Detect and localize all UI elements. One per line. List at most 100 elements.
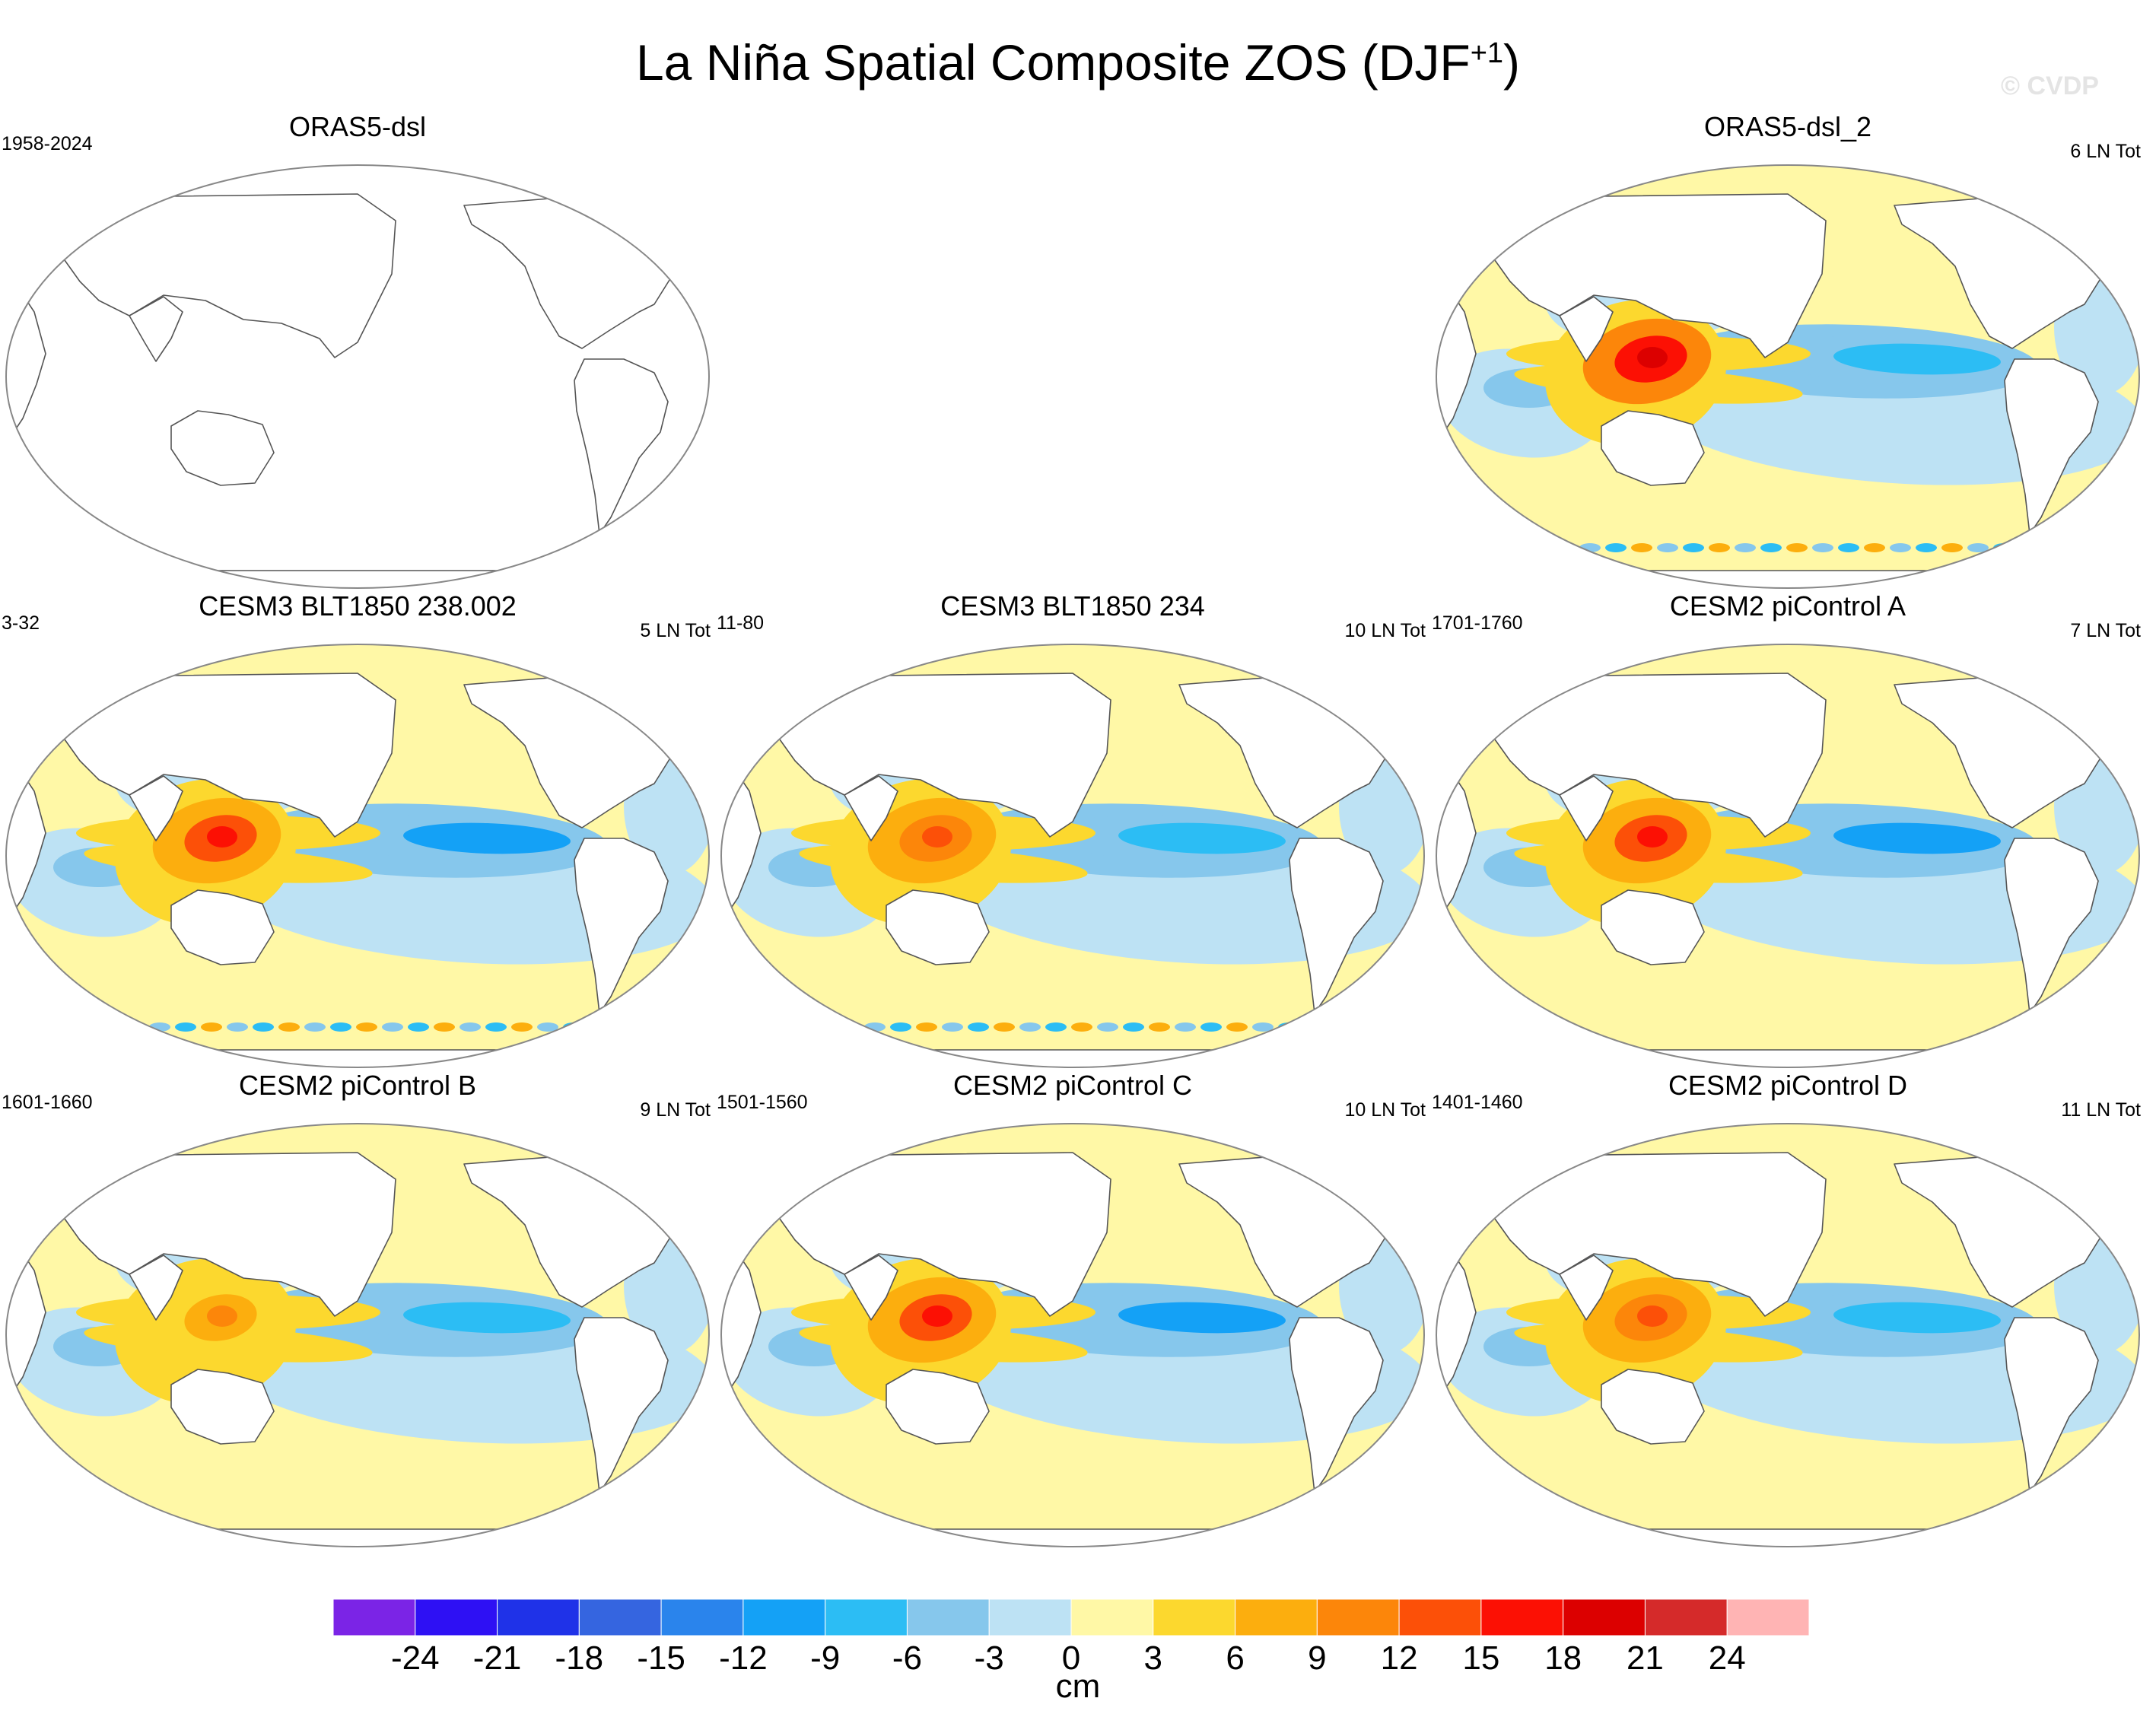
southern-ocean-eddy	[72, 1022, 93, 1032]
southern-ocean-eddy	[278, 1022, 300, 1032]
robinson-map	[5, 644, 710, 1068]
asia-landmass	[1468, 673, 1827, 838]
greenland-landmass	[2053, 644, 2119, 687]
panel-title: CESM2 piControl C	[952, 1070, 1193, 1101]
colorbar-tick-label: -6	[892, 1639, 922, 1677]
india-landmass	[1559, 1255, 1614, 1321]
map-outline	[5, 644, 710, 1068]
panel-title: CESM2 piControl B	[238, 1070, 477, 1101]
colorbar-swatch	[415, 1598, 498, 1636]
southern-ocean-eddy	[1786, 543, 1808, 552]
southern-ocean-eddy	[589, 1022, 610, 1032]
warm-pool-peak	[207, 1305, 237, 1327]
asia-landmass	[1468, 1152, 1827, 1317]
southern-ocean-eddy	[1890, 543, 1911, 552]
colorbar-swatch	[1398, 1598, 1482, 1636]
southern-ocean-eddy	[46, 1022, 67, 1032]
southern-ocean-eddy	[1304, 1022, 1325, 1032]
southern-ocean-eddy	[1812, 543, 1833, 552]
southern-ocean-eddy	[1916, 543, 1937, 552]
colorbar-swatch	[906, 1598, 990, 1636]
warm-pool-peak	[922, 826, 952, 848]
east-pacific-cold-core	[1833, 1302, 2001, 1334]
colorbar-swatch	[497, 1598, 580, 1636]
southern-ocean-eddy	[1605, 543, 1627, 552]
robinson-map	[720, 644, 1425, 1068]
southern-ocean-eddy	[942, 1022, 963, 1032]
asia-landmass	[752, 673, 1111, 838]
colorbar-tick-label: -18	[555, 1639, 604, 1677]
panel-title: CESM2 piControl A	[1669, 590, 1906, 622]
greenland-landmass	[1338, 1124, 1404, 1166]
colorbar-swatch	[1644, 1598, 1728, 1636]
colorbar-tick-label: 24	[1709, 1639, 1746, 1677]
colorbar-swatch	[743, 1598, 826, 1636]
colorbar-tick-label: -15	[637, 1639, 685, 1677]
southern-ocean-eddy	[1657, 543, 1678, 552]
robinson-map	[5, 1123, 710, 1547]
panel-event-count-label: 9 LN Tot	[640, 1099, 711, 1121]
east-pacific-cold-core	[1118, 1302, 1286, 1334]
colorbar-swatch	[1726, 1598, 1810, 1636]
southern-ocean-eddy	[994, 1022, 1015, 1032]
southern-ocean-eddy	[382, 1022, 403, 1032]
colorbar-swatch	[1480, 1598, 1564, 1636]
southern-ocean-eddy	[1450, 543, 1471, 552]
southern-ocean-eddy	[1226, 1022, 1248, 1032]
southern-ocean-eddy	[537, 1022, 558, 1032]
greenland-landmass	[623, 165, 689, 208]
south-america-landmass	[574, 1317, 669, 1493]
southern-ocean-eddy	[1941, 543, 1963, 552]
colorbar-units: cm	[1055, 1668, 1101, 1705]
map-panel: CESM3 BLT1850 234 11-80 10 LN Tot	[715, 591, 1430, 1068]
robinson-map	[1436, 644, 2140, 1068]
southern-ocean-eddy	[97, 1022, 119, 1032]
panel-title: ORAS5-dsl_2	[1703, 111, 1872, 142]
southern-ocean-eddy	[2097, 543, 2118, 552]
southern-ocean-eddy	[1760, 543, 1782, 552]
east-pacific-cold-core	[1833, 343, 2001, 375]
southern-ocean-eddy	[253, 1022, 274, 1032]
southern-ocean-eddy	[1149, 1022, 1170, 1032]
southern-ocean-eddy	[1356, 1022, 1377, 1032]
panel-title: CESM3 BLT1850 234	[940, 590, 1205, 622]
southern-ocean-eddy	[175, 1022, 196, 1032]
map-outline	[720, 1123, 1425, 1547]
india-landmass	[129, 296, 183, 362]
southern-ocean-eddy	[1175, 1022, 1196, 1032]
panel-years-label: 1501-1560	[717, 1092, 808, 1113]
panel-event-count-label: 7 LN Tot	[2070, 620, 2141, 641]
colorbar-swatch	[1070, 1598, 1154, 1636]
colorbar-swatch	[332, 1598, 416, 1636]
southern-ocean-eddy	[20, 1022, 41, 1032]
antarctica-landmass	[721, 1528, 1424, 1547]
colorbar-tick-label: 12	[1381, 1639, 1418, 1677]
panel-years-label: 1958-2024	[2, 133, 93, 154]
greenland-landmass	[623, 1124, 689, 1166]
southern-ocean-eddy	[838, 1022, 860, 1032]
southern-ocean-eddy	[511, 1022, 533, 1032]
colorbar-swatch	[578, 1598, 662, 1636]
southern-ocean-eddy	[2045, 543, 2066, 552]
colorbar-tick-label: 9	[1308, 1639, 1326, 1677]
south-america-landmass	[574, 358, 669, 535]
warm-pool-peak	[207, 826, 237, 848]
southern-ocean-eddy	[1709, 543, 1730, 552]
southern-ocean-eddy	[1967, 543, 1989, 552]
colorbar-svg: -24 -21 -18 -15 -12 -9 -6 -3 0 3 6 9 12 15 18 21 24	[332, 1598, 1810, 1677]
south-america-landmass	[1289, 1317, 1384, 1493]
southern-ocean-eddy	[485, 1022, 507, 1032]
colorbar-tick-label: 15	[1462, 1639, 1499, 1677]
southern-ocean-eddy	[1631, 543, 1652, 552]
east-pacific-cold-core	[1118, 822, 1286, 854]
southern-ocean-eddy	[761, 1022, 782, 1032]
asia-landmass	[37, 1152, 396, 1317]
southern-ocean-eddy	[563, 1022, 584, 1032]
east-pacific-cold-core	[403, 822, 571, 854]
southern-ocean-eddy	[227, 1022, 248, 1032]
southern-ocean-eddy	[1735, 543, 1756, 552]
map-panel: CESM2 piControl D 1401-1460 11 LN Tot	[1430, 1070, 2145, 1547]
india-landmass	[129, 1255, 183, 1321]
warm-pool-peak	[1637, 1305, 1668, 1327]
india-landmass	[1559, 296, 1614, 362]
